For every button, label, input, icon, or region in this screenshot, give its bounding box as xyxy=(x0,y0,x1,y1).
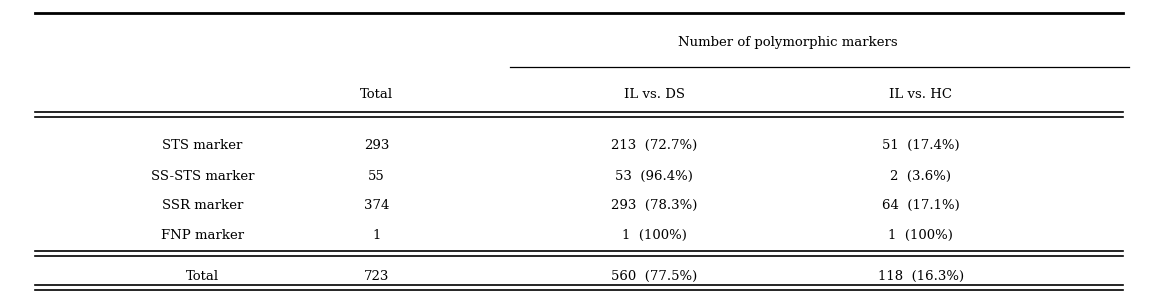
Text: Number of polymorphic markers: Number of polymorphic markers xyxy=(677,36,897,49)
Text: 293: 293 xyxy=(364,139,389,152)
Text: STS marker: STS marker xyxy=(162,139,243,152)
Text: 64  (17.1%): 64 (17.1%) xyxy=(881,199,960,212)
Text: 1  (100%): 1 (100%) xyxy=(622,229,687,242)
Text: 560  (77.5%): 560 (77.5%) xyxy=(611,270,697,283)
Text: FNP marker: FNP marker xyxy=(161,229,244,242)
Text: 2  (3.6%): 2 (3.6%) xyxy=(891,170,951,183)
Text: IL vs. DS: IL vs. DS xyxy=(624,88,684,101)
Text: 118  (16.3%): 118 (16.3%) xyxy=(878,270,963,283)
Text: Total: Total xyxy=(186,270,219,283)
Text: 374: 374 xyxy=(364,199,389,212)
Text: 1  (100%): 1 (100%) xyxy=(888,229,953,242)
Text: Total: Total xyxy=(360,88,393,101)
Text: SS-STS marker: SS-STS marker xyxy=(151,170,255,183)
Text: SSR marker: SSR marker xyxy=(162,199,243,212)
Text: 213  (72.7%): 213 (72.7%) xyxy=(611,139,697,152)
Text: 293  (78.3%): 293 (78.3%) xyxy=(611,199,697,212)
Text: IL vs. HC: IL vs. HC xyxy=(889,88,952,101)
Text: 51  (17.4%): 51 (17.4%) xyxy=(881,139,960,152)
Text: 53  (96.4%): 53 (96.4%) xyxy=(615,170,694,183)
Text: 723: 723 xyxy=(364,270,389,283)
Text: 55: 55 xyxy=(368,170,384,183)
Text: 1: 1 xyxy=(372,229,381,242)
